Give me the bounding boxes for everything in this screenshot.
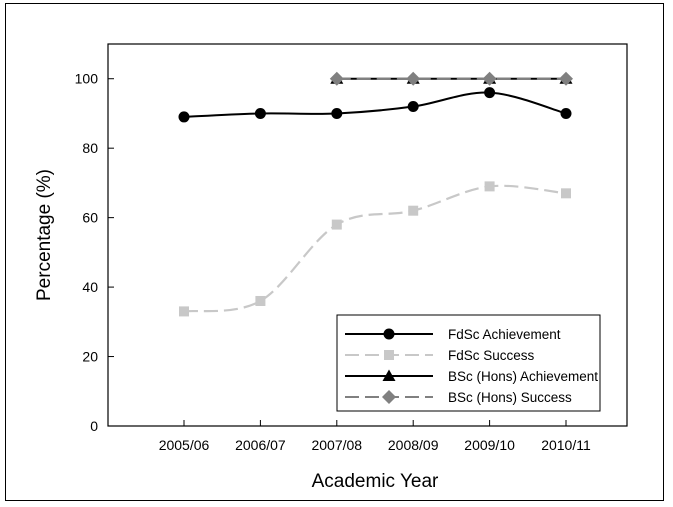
x-tick-label: 2010/11 [541, 437, 591, 453]
data-point [561, 188, 571, 199]
data-point [482, 71, 497, 86]
data-point [331, 219, 342, 230]
x-tick-label: 2009/10 [464, 437, 515, 453]
legend: FdSc Achievement FdSc Success BSc (Hons) A… [336, 314, 601, 412]
legend-box [336, 314, 601, 412]
x-tick-label: 2006/07 [235, 437, 286, 453]
series-layer [178, 71, 573, 317]
x-tick-label: 2007/08 [311, 437, 362, 453]
y-axis-ticks: 0 20 40 60 80 100 [75, 71, 114, 434]
series-2 [179, 181, 571, 317]
legend-marker [384, 350, 394, 360]
data-point [484, 87, 496, 99]
legend-label: BSc (Hons) Achievement [448, 369, 598, 384]
legend-marker [382, 390, 396, 404]
series-1 [178, 87, 572, 123]
y-tick-label: 20 [82, 349, 98, 365]
data-point [331, 107, 343, 119]
data-point [484, 181, 495, 192]
data-point [559, 71, 573, 86]
y-tick-label: 80 [82, 140, 98, 156]
series-4 [329, 71, 573, 86]
x-axis-title: Academic Year [312, 471, 439, 492]
data-point [408, 205, 419, 216]
data-point [329, 71, 344, 86]
y-tick-label: 40 [82, 279, 98, 295]
x-tick-label: 2008/09 [388, 437, 439, 453]
chart-frame [5, 3, 664, 501]
data-point [560, 107, 572, 119]
legend-item: BSc (Hons) Achievement [345, 369, 598, 384]
y-axis-title: Percentage (%) [34, 169, 55, 301]
legend-item: FdSc Achievement [345, 327, 561, 342]
y-tick-label: 0 [90, 418, 98, 434]
legend-marker [383, 328, 395, 340]
legend-label: FdSc Achievement [448, 327, 561, 342]
data-point [178, 111, 190, 123]
legend-label: BSc (Hons) Success [448, 390, 572, 405]
data-point [179, 306, 189, 317]
data-point [406, 71, 421, 86]
legend-label: FdSc Success [448, 348, 535, 363]
x-axis-ticks: 2005/06 2006/07 2007/08 2008/09 2009/10 2010/… [159, 420, 591, 453]
legend-item: BSc (Hons) Success [345, 390, 572, 405]
plot-area [107, 43, 628, 427]
series-line [183, 184, 567, 313]
series-line [183, 91, 567, 118]
data-point [255, 295, 266, 306]
legend-marker [382, 369, 396, 381]
legend-item: FdSc Success [345, 348, 535, 363]
data-point [254, 107, 266, 119]
y-tick-label: 60 [82, 210, 98, 226]
data-point [407, 101, 419, 113]
y-tick-label: 100 [75, 71, 99, 87]
x-tick-label: 2005/06 [159, 437, 210, 453]
